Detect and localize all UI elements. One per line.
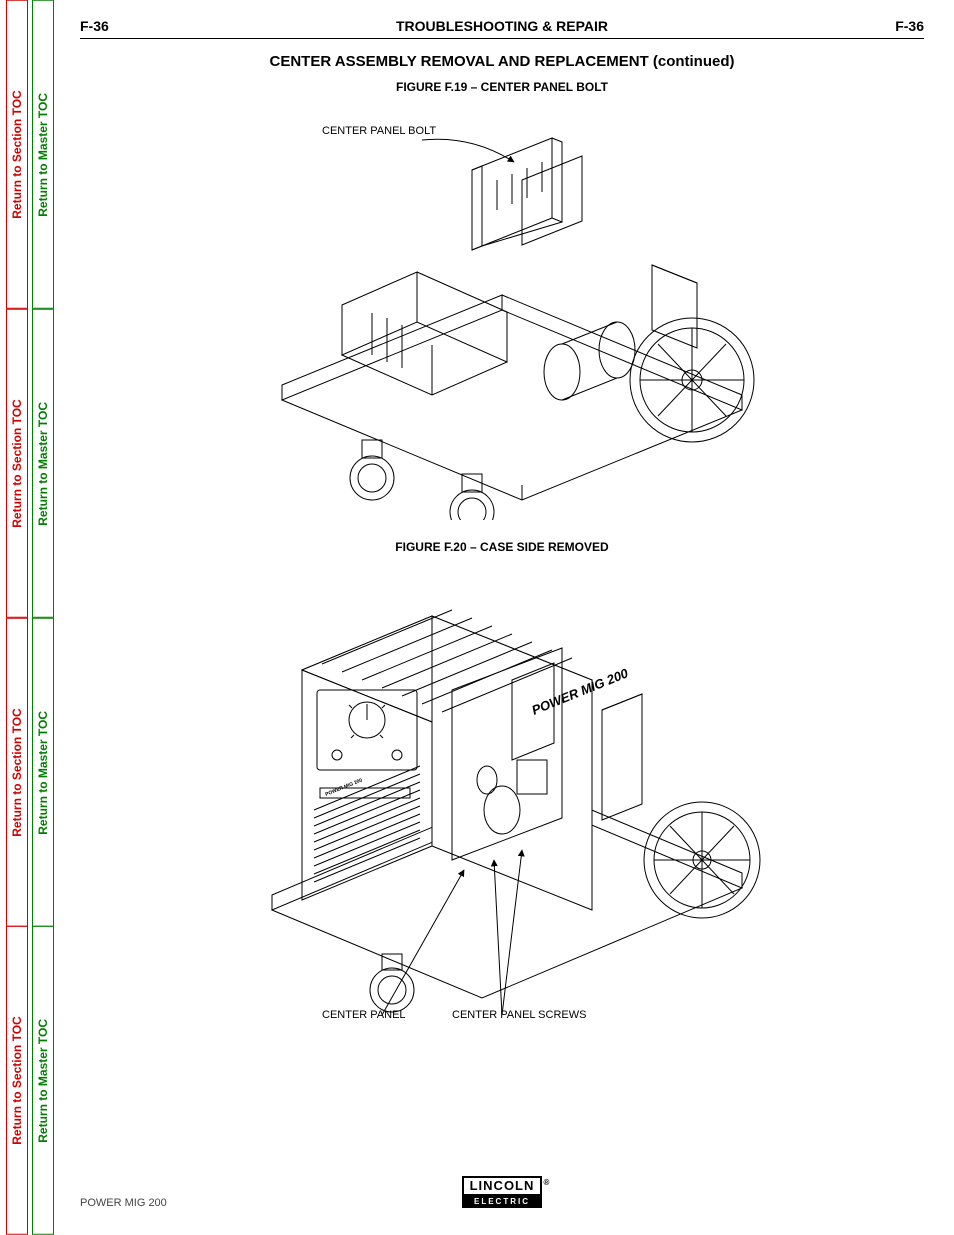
return-master-toc-link[interactable]: Return to Master TOC bbox=[32, 926, 54, 1235]
return-master-toc-link[interactable]: Return to Master TOC bbox=[32, 618, 54, 927]
return-section-toc-link[interactable]: Return to Section TOC bbox=[6, 309, 28, 618]
lincoln-logo: LINCOLN ® ELECTRIC bbox=[462, 1176, 543, 1207]
figure-f19-callout: CENTER PANEL BOLT bbox=[322, 125, 436, 137]
page-number-left: F-36 bbox=[80, 18, 109, 34]
lincoln-logo-bottom: ELECTRIC bbox=[462, 1196, 543, 1208]
figure-f19-drawing: CENTER PANEL BOLT bbox=[222, 100, 782, 520]
return-master-toc-link[interactable]: Return to Master TOC bbox=[32, 0, 54, 309]
figure-f20-callout-a: CENTER PANEL bbox=[322, 1009, 406, 1020]
figure-f19-label: FIGURE F.19 – CENTER PANEL BOLT bbox=[80, 80, 924, 94]
figure-f20-callout-b: CENTER PANEL SCREWS bbox=[452, 1009, 586, 1020]
section-toc-column: Return to Section TOC Return to Section … bbox=[6, 0, 28, 1235]
figure-f20: FIGURE F.20 – CASE SIDE REMOVED bbox=[80, 540, 924, 1020]
page-body: F-36 TROUBLESHOOTING & REPAIR F-36 CENTE… bbox=[80, 18, 924, 1215]
registered-icon: ® bbox=[543, 1178, 550, 1188]
page-header: F-36 TROUBLESHOOTING & REPAIR F-36 bbox=[80, 18, 924, 34]
return-section-toc-link[interactable]: Return to Section TOC bbox=[6, 926, 28, 1235]
figure-f20-label: FIGURE F.20 – CASE SIDE REMOVED bbox=[80, 540, 924, 554]
return-section-toc-link[interactable]: Return to Section TOC bbox=[6, 618, 28, 927]
master-toc-column: Return to Master TOC Return to Master TO… bbox=[32, 0, 54, 1235]
figure-f20-drawing: POWER MIG 200 POWER MIG 200 CENTER PANEL… bbox=[202, 560, 802, 1020]
figure-f19: FIGURE F.19 – CENTER PANEL BOLT bbox=[80, 80, 924, 520]
return-master-toc-link[interactable]: Return to Master TOC bbox=[32, 309, 54, 618]
header-rule bbox=[80, 38, 924, 39]
vertical-tab-strip: Return to Section TOC Return to Section … bbox=[0, 0, 58, 1235]
lincoln-logo-top: LINCOLN bbox=[470, 1178, 535, 1193]
section-title: CENTER ASSEMBLY REMOVAL AND REPLACEMENT … bbox=[80, 53, 924, 70]
footer-brand: LINCOLN ® ELECTRIC bbox=[80, 1176, 924, 1209]
page-number-right: F-36 bbox=[895, 18, 924, 34]
return-section-toc-link[interactable]: Return to Section TOC bbox=[6, 0, 28, 309]
page-header-title: TROUBLESHOOTING & REPAIR bbox=[396, 18, 608, 34]
